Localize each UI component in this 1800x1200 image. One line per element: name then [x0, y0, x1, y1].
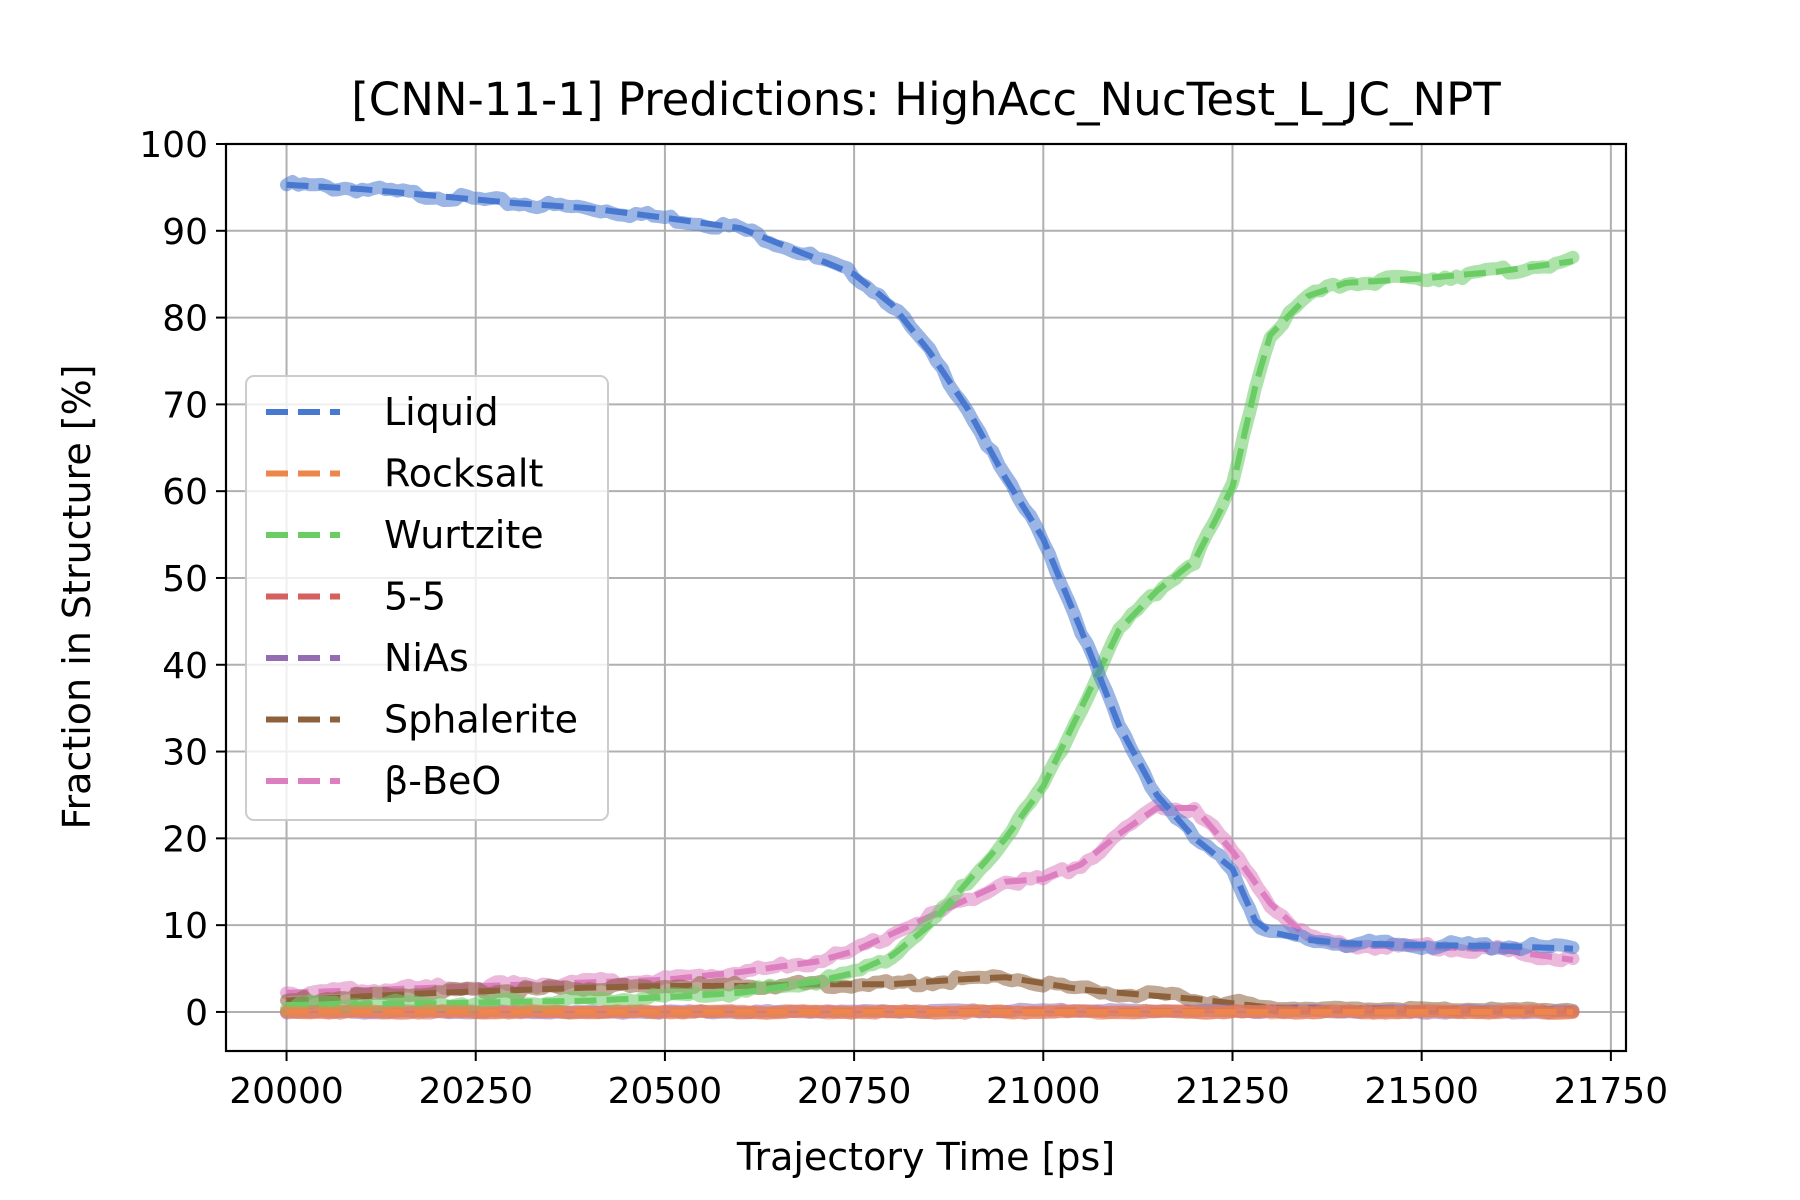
- legend-label: β-BeO: [384, 759, 501, 803]
- series-line: [286, 805, 1574, 996]
- series--beo: [280, 798, 1580, 1003]
- legend-label: Rocksalt: [384, 452, 543, 496]
- x-tick-label: 21500: [1364, 1071, 1479, 1112]
- series-liquid: [280, 175, 1580, 957]
- legend-entry: β-BeO: [266, 759, 501, 803]
- y-tick-label: 90: [162, 212, 208, 253]
- legend-frame: [245, 375, 609, 821]
- y-tick-label: 40: [162, 646, 208, 687]
- legend-label: 5-5: [384, 575, 446, 619]
- legend-entry: Wurtzite: [266, 513, 544, 557]
- x-axis-label: Trajectory Time [ps]: [736, 1135, 1115, 1179]
- legend-entry: Liquid: [266, 390, 499, 434]
- series-line: [286, 181, 1574, 952]
- y-tick-label: 10: [162, 906, 208, 947]
- series-rocksalt: [280, 1004, 1580, 1020]
- legend-label: Wurtzite: [384, 513, 544, 557]
- legend-entry: Sphalerite: [266, 698, 578, 742]
- x-tick-label: 21250: [1175, 1071, 1290, 1112]
- y-tick-label: 20: [162, 819, 208, 860]
- y-axis-label: Fraction in Structure [%]: [55, 364, 99, 829]
- legend-entries: Liquid Rocksalt Wurtzite 5-5 NiAs Sphalerite β…: [266, 390, 578, 803]
- series-raw-trace: [280, 175, 1580, 957]
- x-tick-label: 21000: [986, 1071, 1101, 1112]
- x-tick-label: 20750: [797, 1071, 912, 1112]
- y-tick-label: 30: [162, 733, 208, 774]
- x-tick-label: 20000: [229, 1071, 344, 1112]
- x-tick-label: 21750: [1554, 1071, 1669, 1112]
- y-tick-label: 100: [139, 125, 208, 166]
- legend-label: Liquid: [384, 390, 499, 434]
- y-tick-label: 0: [185, 993, 208, 1034]
- legend-entry: NiAs: [266, 636, 469, 680]
- chart-title: [CNN-11-1] Predictions: HighAcc_NucTest_…: [351, 73, 1501, 126]
- x-tick-label: 20250: [418, 1071, 533, 1112]
- series-line: [286, 258, 1574, 1008]
- series-raw-trace: [280, 798, 1580, 1003]
- legend-label: NiAs: [384, 636, 469, 680]
- y-tick-label: 70: [162, 385, 208, 426]
- y-tick-label: 50: [162, 559, 208, 600]
- plot-frame: [224, 142, 1628, 1053]
- y-tick-label: 60: [162, 472, 208, 513]
- series-wurtzite: [280, 250, 1580, 1016]
- x-tick-label: 20500: [608, 1071, 723, 1112]
- series-layer: [280, 175, 1580, 1020]
- legend-label: Sphalerite: [384, 698, 578, 742]
- legend: Liquid Rocksalt Wurtzite 5-5 NiAs Sphalerite β…: [245, 375, 609, 821]
- y-tick-label: 80: [162, 299, 208, 340]
- legend-entry: Rocksalt: [266, 452, 543, 496]
- legend-entry: 5-5: [266, 575, 446, 619]
- ticks-layer: 20000 20250 20500 20750 21000 21250 21500 21750…: [139, 125, 1668, 1112]
